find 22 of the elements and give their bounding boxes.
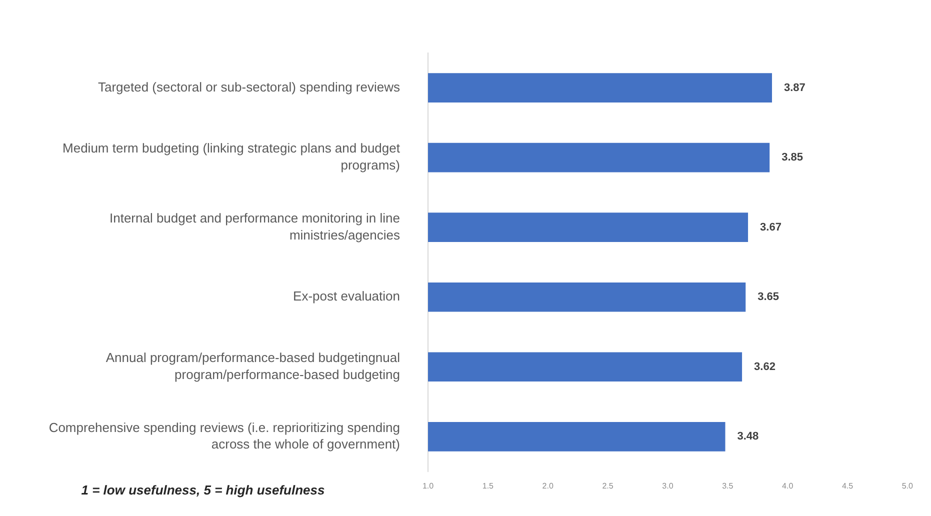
text: 1 = low usefulness, 5 = high usefulness [81, 482, 325, 498]
x-tick-label: 1.0 [422, 482, 434, 491]
x-tick-label: 3.0 [662, 482, 674, 491]
x-tick-label: 5.0 [902, 482, 914, 491]
y-tick-label: Medium term budgeting (linking strategic plans and budget programs) [62, 140, 400, 173]
data-label: 3.65 [758, 291, 780, 304]
data-label: 3.67 [760, 221, 782, 234]
y-tick-label: Internal budget and performance monitoring in line ministries/agencies [109, 210, 400, 242]
x-tick-label: 4.0 [782, 482, 794, 491]
data-label: 3.87 [784, 82, 806, 94]
x-tick-label: 2.0 [542, 482, 554, 491]
y-tick-label: Targeted (sectoral or sub-sectoral) spending reviews [98, 79, 400, 94]
x-tick-label: 1.5 [482, 482, 494, 491]
data-label: 3.62 [754, 360, 776, 373]
y-tick-label: Annual program/performance-based budgetingnual program/performance-based budgeting [106, 350, 400, 382]
y-tick-label: Ex-post evaluation [293, 288, 400, 304]
x-tick-label: 2.5 [602, 482, 614, 491]
data-label: 3.85 [782, 152, 804, 164]
y-tick-label: Comprehensive spending reviews (i.e. reprioritizing spending across the whole of government) [48, 420, 400, 452]
data-label: 3.48 [737, 430, 759, 443]
x-tick-label: 4.5 [842, 482, 854, 491]
x-tick-label: 3.5 [722, 482, 734, 491]
